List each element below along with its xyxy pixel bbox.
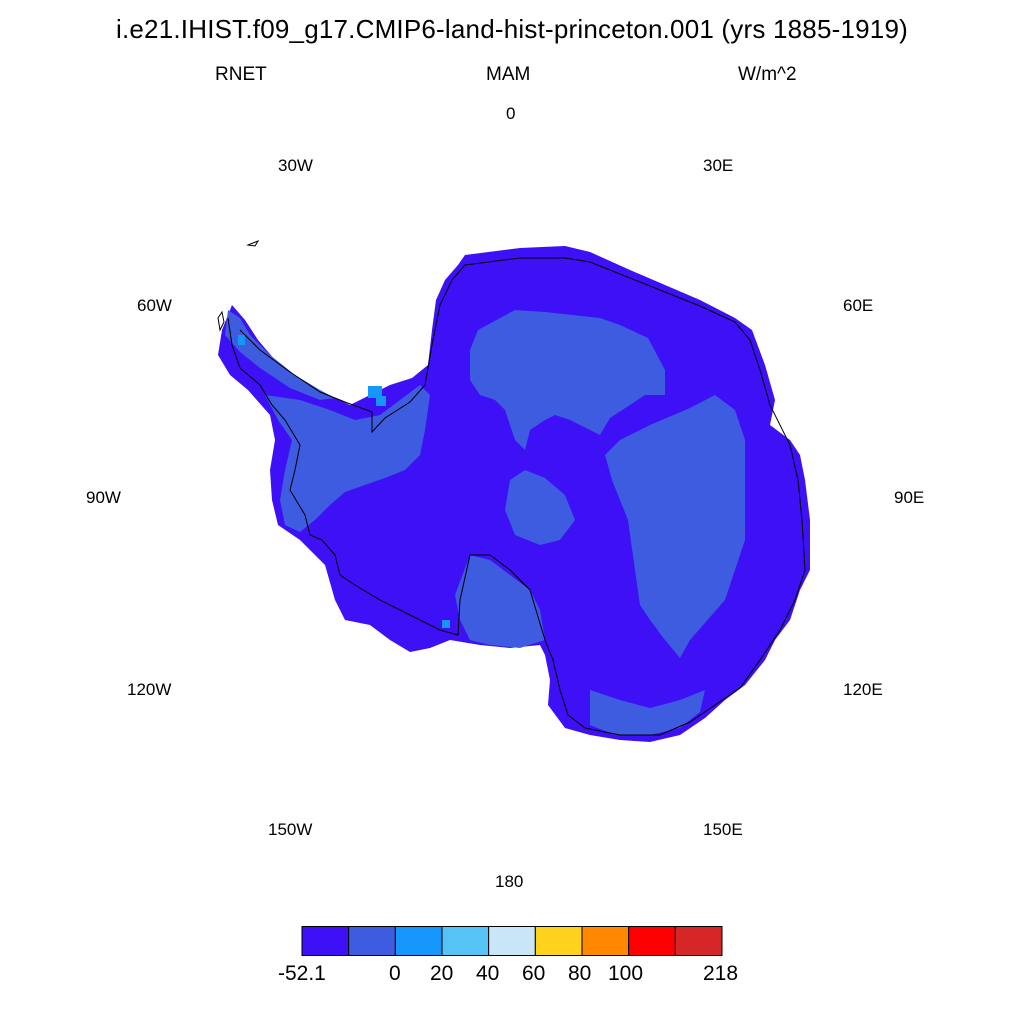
lon-label-120e: 120E <box>843 680 883 699</box>
ross-shelf-light <box>455 555 545 648</box>
high-value-cell <box>238 335 245 345</box>
coastline <box>227 257 806 736</box>
high-value-cell <box>376 396 386 406</box>
lon-label-150e: 150E <box>703 820 743 839</box>
southeast-light-patch <box>590 690 705 735</box>
high-value-cell <box>442 620 450 628</box>
colorbar-segment <box>301 926 350 956</box>
lon-label-180: 180 <box>495 872 524 891</box>
lon-label-150w: 150W <box>268 820 313 839</box>
small-island-outline <box>246 239 260 247</box>
lon-label-90w: 90W <box>86 488 121 507</box>
lon-label-90e: 90E <box>894 488 925 507</box>
plot-title: i.e21.IHIST.f09_g17.CMIP6-land-hist-prin… <box>116 14 908 44</box>
peninsula-light-strip <box>225 310 335 400</box>
antarctica-landmass <box>218 246 810 742</box>
west-light-region <box>265 385 430 532</box>
colorbar-label: 60 <box>522 962 546 985</box>
colorbar-segment <box>488 926 536 956</box>
lon-label-60w: 60W <box>137 296 172 315</box>
center-light-patch <box>505 470 575 545</box>
colorbar-label: 40 <box>476 962 500 985</box>
colorbar-segment <box>628 926 676 956</box>
units-label: W/m^2 <box>738 64 797 85</box>
lon-label-60e: 60E <box>843 296 874 315</box>
colorbar-label: -52.1 <box>278 962 326 985</box>
lon-label-0: 0 <box>506 104 516 123</box>
peninsula-island-outline <box>217 310 225 332</box>
colorbar-segment <box>534 926 583 956</box>
colorbar-label: 20 <box>430 962 454 985</box>
colorbar-segment <box>674 926 723 956</box>
colorbar-segment <box>348 926 396 956</box>
colorbar-label: 0 <box>389 962 401 985</box>
lon-label-30e: 30E <box>703 156 734 175</box>
colorbar <box>301 926 723 956</box>
colorbar-label: 218 <box>703 962 739 985</box>
lon-label-30w: 30W <box>278 156 313 175</box>
variable-label: RNET <box>215 64 267 85</box>
east-light-wedge <box>605 395 745 658</box>
colorbar-segment <box>394 926 443 956</box>
high-value-cell <box>368 386 382 398</box>
lon-label-120w: 120W <box>127 680 172 699</box>
season-label: MAM <box>486 64 531 85</box>
colorbar-segment <box>581 926 630 956</box>
colorbar-segment <box>441 926 490 956</box>
interior-light-sector <box>470 310 665 450</box>
colorbar-label: 80 <box>568 962 592 985</box>
colorbar-label: 100 <box>608 962 644 985</box>
